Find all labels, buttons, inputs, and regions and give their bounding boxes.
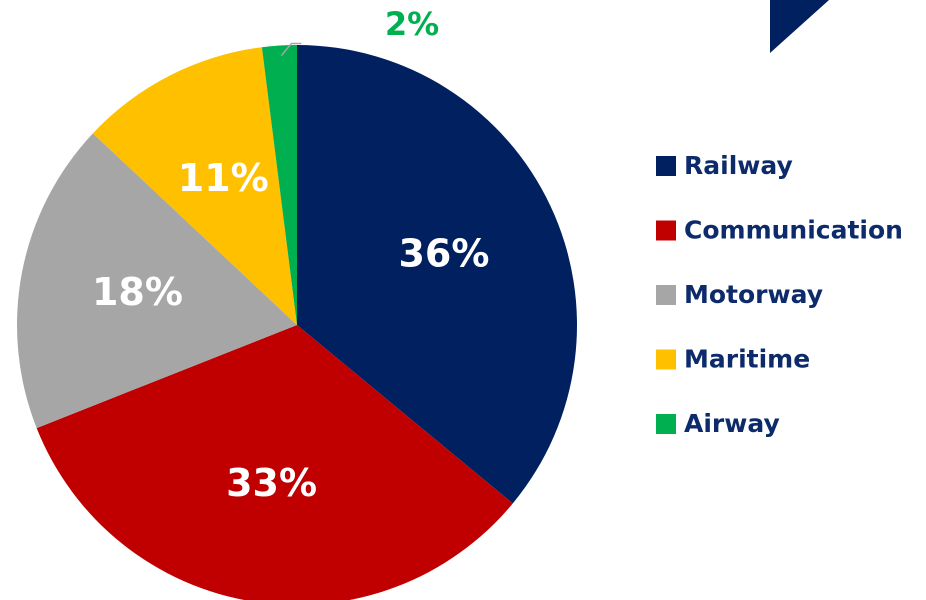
legend-label: Airway	[684, 409, 780, 438]
corner-decoration	[770, 0, 829, 53]
data-label: 2%	[385, 5, 439, 43]
legend-label: Motorway	[684, 280, 823, 309]
legend-swatch	[656, 414, 676, 434]
pie-slice	[297, 45, 578, 504]
data-label: 36%	[398, 231, 489, 275]
legend-swatch	[656, 285, 676, 305]
pie-slice	[261, 45, 297, 325]
pie-slice	[36, 325, 513, 600]
legend-swatch	[656, 156, 676, 176]
legend-swatch	[656, 349, 676, 370]
pie-slice	[92, 47, 297, 325]
pie-slice	[17, 133, 298, 429]
legend-label: Communication	[684, 216, 903, 245]
leader-line	[280, 42, 302, 57]
data-label: 33%	[226, 461, 317, 505]
data-label: 11%	[178, 156, 269, 200]
data-label: 18%	[92, 270, 183, 314]
legend-swatch	[656, 220, 676, 241]
legend-label: Maritime	[684, 345, 810, 374]
legend-label: Railway	[684, 151, 793, 180]
